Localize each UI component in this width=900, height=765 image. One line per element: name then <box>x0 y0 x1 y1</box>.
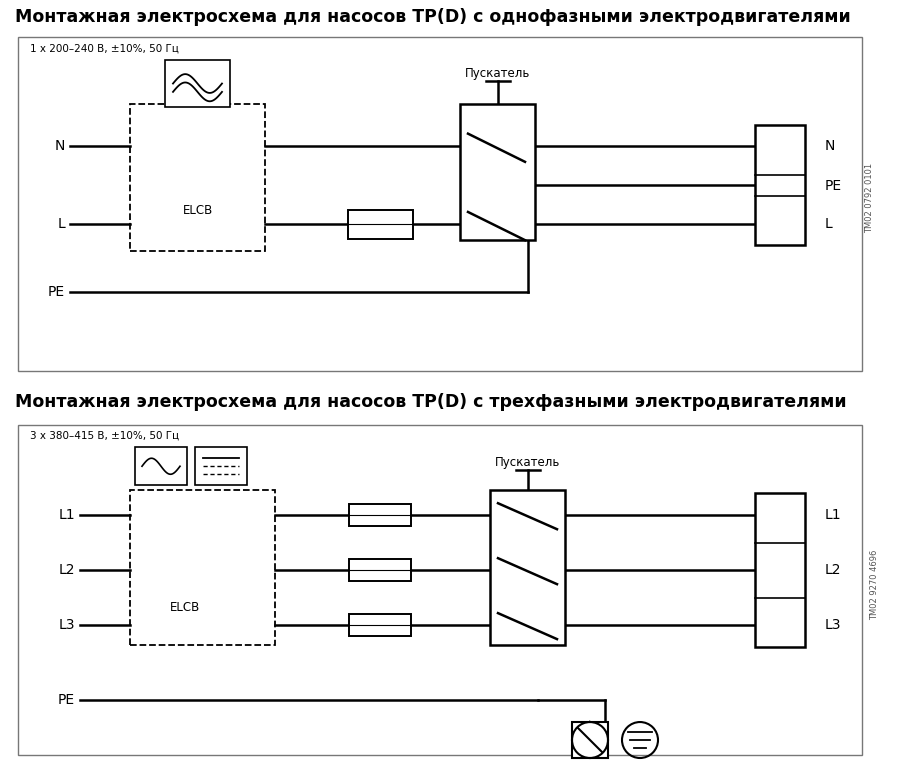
Bar <box>349 559 411 581</box>
Bar <box>755 493 805 647</box>
Bar <box>18 37 862 371</box>
Text: L3: L3 <box>58 618 75 632</box>
Text: ТМ02 0792 0101: ТМ02 0792 0101 <box>866 163 875 233</box>
Bar <box>460 104 535 240</box>
Text: 1 х 200–240 В, ±10%, 50 Гц: 1 х 200–240 В, ±10%, 50 Гц <box>30 44 179 54</box>
Bar <box>349 504 411 526</box>
Text: L: L <box>825 217 833 232</box>
Text: 3 х 380–415 В, ±10%, 50 Гц: 3 х 380–415 В, ±10%, 50 Гц <box>30 430 179 441</box>
Bar <box>349 614 411 636</box>
Text: Монтажная электросхема для насосов ТР(D) с однофазными электродвигателями: Монтажная электросхема для насосов ТР(D)… <box>15 8 850 26</box>
Text: ELCB: ELCB <box>183 204 212 217</box>
Text: L3: L3 <box>825 618 842 632</box>
Bar <box>135 448 187 485</box>
Text: Монтажная электросхема для насосов ТР(D) с трехфазными электродвигателями: Монтажная электросхема для насосов ТР(D)… <box>15 393 847 412</box>
Bar <box>130 490 275 645</box>
Text: Пускатель: Пускатель <box>464 67 530 80</box>
Bar <box>195 448 247 485</box>
Bar <box>572 722 608 758</box>
Bar <box>18 425 862 755</box>
Bar <box>165 60 230 107</box>
Bar <box>130 104 265 251</box>
Text: ТМ02 9270 4696: ТМ02 9270 4696 <box>870 550 879 620</box>
Text: PE: PE <box>48 285 65 299</box>
Text: L2: L2 <box>825 563 842 577</box>
Text: ELCB: ELCB <box>170 601 200 614</box>
Bar <box>490 490 565 645</box>
Text: L2: L2 <box>58 563 75 577</box>
Text: L1: L1 <box>825 508 842 522</box>
Text: Пускатель: Пускатель <box>495 456 560 469</box>
Text: PE: PE <box>825 179 842 193</box>
Bar <box>755 125 805 246</box>
Text: L: L <box>58 217 65 232</box>
Text: N: N <box>825 139 835 153</box>
Text: N: N <box>55 139 65 153</box>
Bar <box>347 210 412 239</box>
Text: L1: L1 <box>58 508 75 522</box>
Text: PE: PE <box>58 693 75 707</box>
